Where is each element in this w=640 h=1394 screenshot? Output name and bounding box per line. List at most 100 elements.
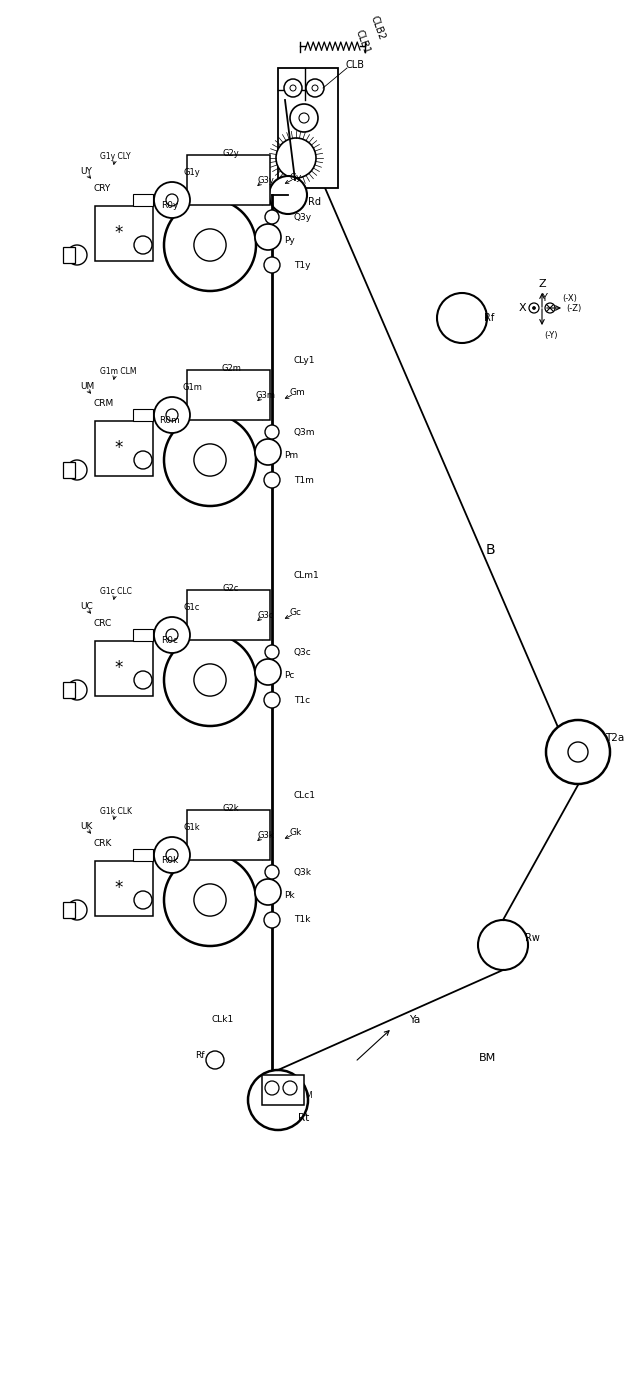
Text: Gc: Gc: [290, 608, 302, 616]
Circle shape: [198, 620, 206, 629]
Text: Py: Py: [284, 236, 295, 244]
Circle shape: [164, 414, 256, 506]
Circle shape: [265, 645, 279, 659]
Circle shape: [248, 401, 256, 408]
Bar: [63, 682, 75, 698]
Circle shape: [198, 185, 206, 194]
Circle shape: [192, 180, 212, 199]
Circle shape: [194, 443, 226, 477]
Text: (-X): (-X): [562, 294, 577, 302]
Circle shape: [224, 824, 232, 832]
Text: UM: UM: [80, 382, 94, 390]
Circle shape: [437, 293, 487, 343]
Circle shape: [67, 245, 87, 265]
Text: R0m: R0m: [159, 415, 180, 425]
Circle shape: [284, 79, 302, 98]
Bar: [187, 590, 270, 640]
Circle shape: [166, 849, 178, 861]
Circle shape: [218, 163, 238, 183]
Circle shape: [299, 113, 309, 123]
Text: UK: UK: [80, 821, 92, 831]
Text: T1c: T1c: [294, 696, 310, 704]
Circle shape: [255, 439, 281, 466]
Circle shape: [546, 719, 610, 783]
Text: R0y: R0y: [161, 201, 179, 209]
Circle shape: [164, 634, 256, 726]
Circle shape: [134, 236, 152, 254]
Text: CLB1: CLB1: [354, 28, 372, 56]
Text: Rf: Rf: [484, 314, 494, 323]
Bar: [187, 369, 270, 420]
Circle shape: [264, 691, 280, 708]
Bar: [95, 861, 153, 916]
Text: Rw: Rw: [525, 933, 540, 942]
Text: X: X: [518, 302, 526, 314]
Circle shape: [206, 1051, 224, 1069]
Circle shape: [306, 79, 324, 98]
Text: CLc1: CLc1: [294, 790, 316, 800]
Circle shape: [67, 901, 87, 920]
Circle shape: [242, 180, 262, 199]
Circle shape: [164, 199, 256, 291]
Text: CLk1: CLk1: [212, 1015, 234, 1025]
Text: Rf: Rf: [195, 1051, 205, 1059]
Text: CRM: CRM: [93, 399, 113, 407]
Text: Gk: Gk: [290, 828, 302, 836]
Text: UY: UY: [80, 166, 92, 176]
Circle shape: [192, 835, 212, 855]
Text: G3k: G3k: [258, 831, 275, 839]
Text: R0k: R0k: [161, 856, 179, 864]
Text: B: B: [485, 544, 495, 558]
Circle shape: [248, 185, 256, 194]
Bar: [187, 810, 270, 860]
Circle shape: [198, 401, 206, 408]
Text: Q3k: Q3k: [294, 867, 312, 877]
Text: CLB: CLB: [346, 60, 365, 70]
Circle shape: [265, 1080, 279, 1096]
Circle shape: [242, 395, 262, 415]
Text: G1k: G1k: [184, 822, 200, 831]
Text: G3m: G3m: [256, 390, 276, 400]
Circle shape: [529, 302, 539, 314]
Text: Pm: Pm: [284, 450, 298, 460]
Text: G2y: G2y: [223, 149, 239, 158]
Text: G1y: G1y: [184, 167, 200, 177]
Bar: [187, 155, 270, 205]
Circle shape: [545, 302, 555, 314]
Bar: [262, 1075, 304, 1105]
Text: *: *: [115, 224, 123, 243]
Circle shape: [265, 210, 279, 224]
Circle shape: [248, 1071, 308, 1131]
Circle shape: [255, 659, 281, 684]
Circle shape: [290, 105, 318, 132]
Text: G1m CLM: G1m CLM: [100, 367, 136, 375]
Text: Rd: Rd: [308, 197, 321, 206]
Text: G1c CLC: G1c CLC: [100, 587, 132, 595]
Circle shape: [478, 920, 528, 970]
Bar: [133, 629, 153, 641]
Circle shape: [192, 615, 212, 636]
Text: Gm: Gm: [290, 388, 306, 396]
Circle shape: [264, 473, 280, 488]
Text: (-Z): (-Z): [566, 304, 582, 312]
Text: CLB2: CLB2: [369, 14, 387, 42]
Text: CRY: CRY: [93, 184, 110, 192]
Text: T1m: T1m: [294, 475, 314, 485]
Circle shape: [166, 194, 178, 206]
Text: Q3c: Q3c: [294, 647, 312, 657]
Circle shape: [218, 378, 238, 399]
Circle shape: [224, 169, 232, 177]
Text: Ya: Ya: [410, 1015, 420, 1025]
Circle shape: [194, 229, 226, 261]
Text: (-Y): (-Y): [544, 330, 557, 340]
Bar: [133, 194, 153, 206]
Text: CLm1: CLm1: [294, 570, 320, 580]
Text: G2c: G2c: [223, 584, 239, 592]
Text: G1y CLY: G1y CLY: [100, 152, 131, 160]
Bar: [63, 247, 75, 263]
Text: T1y: T1y: [294, 261, 310, 269]
Circle shape: [154, 618, 190, 652]
Bar: [95, 421, 153, 475]
Circle shape: [264, 912, 280, 928]
Circle shape: [154, 836, 190, 873]
